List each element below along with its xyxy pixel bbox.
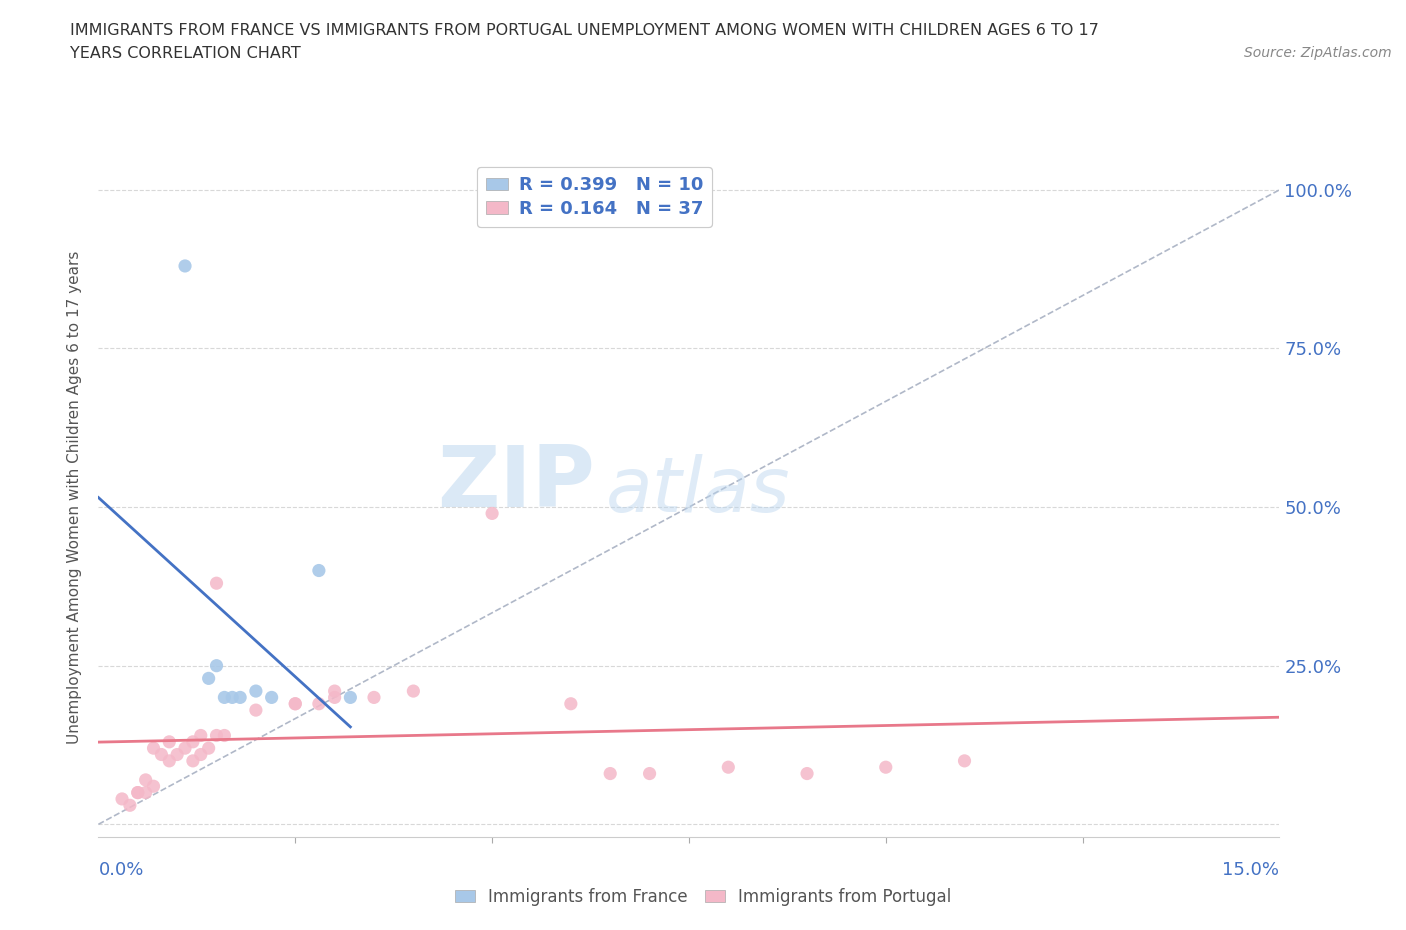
Point	[308, 563, 330, 578]
Point	[197, 740, 219, 755]
Point	[127, 785, 149, 800]
Text: atlas: atlas	[606, 454, 790, 527]
Point	[875, 760, 897, 775]
Point	[190, 747, 212, 762]
Point	[142, 740, 165, 755]
Point	[339, 690, 361, 705]
Point	[229, 690, 252, 705]
Point	[135, 773, 157, 788]
Point	[214, 728, 236, 743]
Point	[284, 697, 307, 711]
Point	[205, 576, 228, 591]
Point	[135, 785, 157, 800]
Point	[174, 740, 197, 755]
Point	[111, 791, 134, 806]
Point	[599, 766, 621, 781]
Text: IMMIGRANTS FROM FRANCE VS IMMIGRANTS FROM PORTUGAL UNEMPLOYMENT AMONG WOMEN WITH: IMMIGRANTS FROM FRANCE VS IMMIGRANTS FRO…	[70, 23, 1099, 38]
Point	[796, 766, 818, 781]
Point	[127, 785, 149, 800]
Point	[560, 697, 582, 711]
Point	[157, 735, 180, 750]
Text: YEARS CORRELATION CHART: YEARS CORRELATION CHART	[70, 46, 301, 61]
Point	[181, 753, 204, 768]
Point	[402, 684, 425, 698]
Text: Source: ZipAtlas.com: Source: ZipAtlas.com	[1244, 46, 1392, 60]
Point	[118, 798, 141, 813]
Point	[953, 753, 976, 768]
Point	[245, 684, 267, 698]
Point	[260, 690, 283, 705]
Legend: R = 0.399   N = 10, R = 0.164   N = 37: R = 0.399 N = 10, R = 0.164 N = 37	[477, 167, 711, 227]
Point	[284, 697, 307, 711]
Point	[245, 703, 267, 718]
Point	[157, 753, 180, 768]
Point	[638, 766, 661, 781]
Point	[142, 778, 165, 793]
Point	[308, 697, 330, 711]
Text: 15.0%: 15.0%	[1222, 860, 1279, 879]
Point	[323, 684, 346, 698]
Point	[174, 259, 197, 273]
Point	[197, 671, 219, 685]
Point	[221, 690, 243, 705]
Point	[205, 728, 228, 743]
Text: 0.0%: 0.0%	[98, 860, 143, 879]
Point	[323, 690, 346, 705]
Point	[190, 728, 212, 743]
Point	[166, 747, 188, 762]
Point	[363, 690, 385, 705]
Point	[481, 506, 503, 521]
Point	[181, 735, 204, 750]
Legend: Immigrants from France, Immigrants from Portugal: Immigrants from France, Immigrants from …	[449, 881, 957, 912]
Point	[214, 690, 236, 705]
Text: ZIP: ZIP	[437, 443, 595, 525]
Point	[205, 658, 228, 673]
Point	[150, 747, 173, 762]
Point	[717, 760, 740, 775]
Y-axis label: Unemployment Among Women with Children Ages 6 to 17 years: Unemployment Among Women with Children A…	[67, 251, 83, 744]
